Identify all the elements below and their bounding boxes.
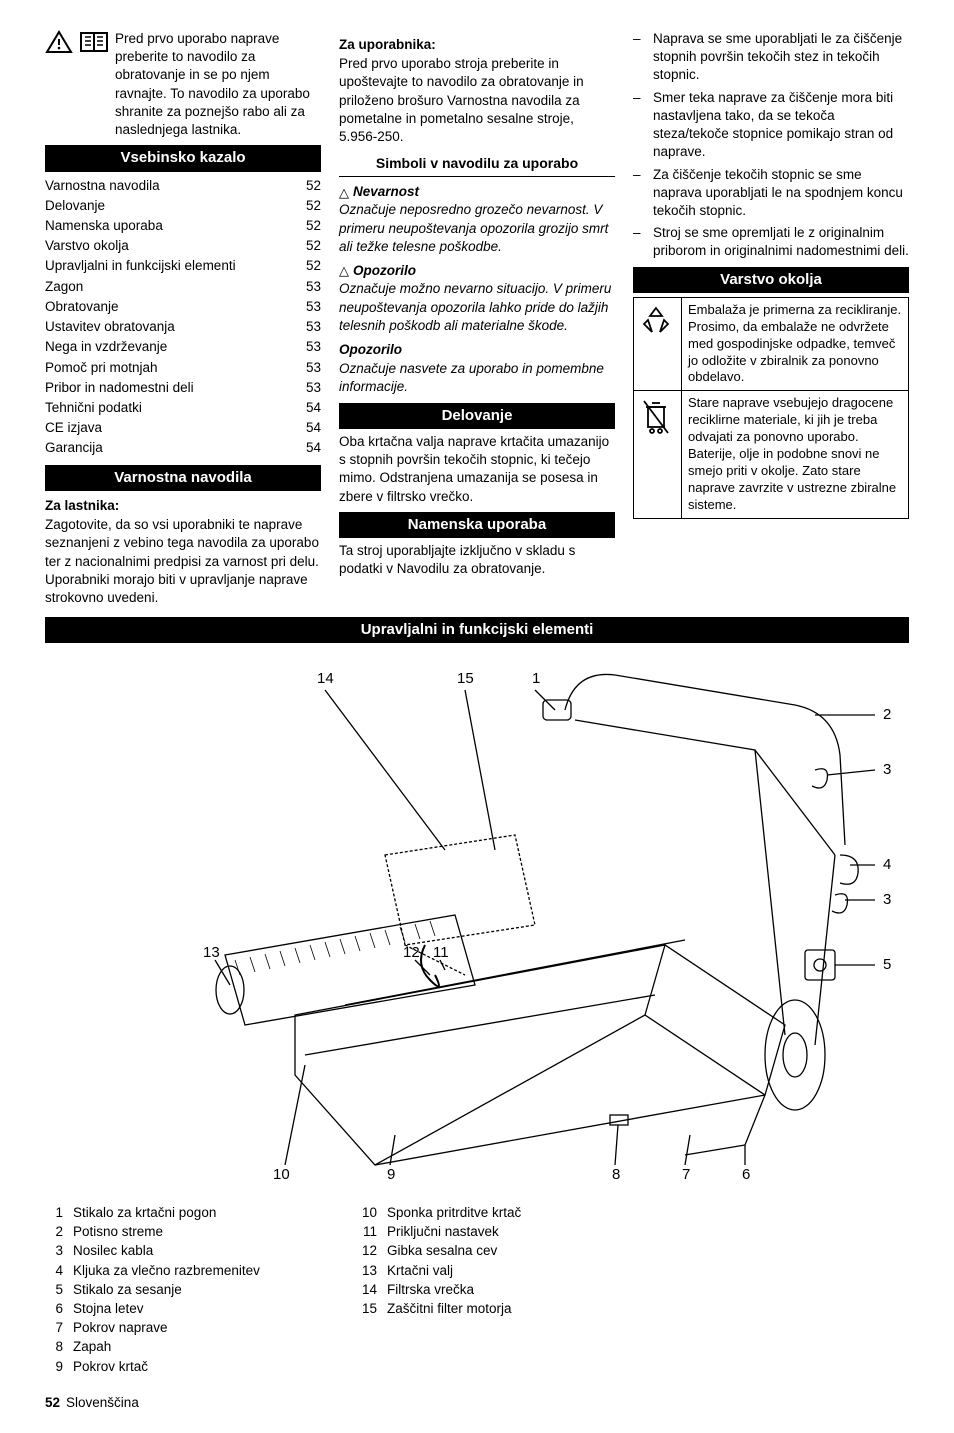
part-row: 1Stikalo za krtačni pogon: [45, 1203, 335, 1222]
toc-list: Varnostna navodila52Delovanje52Namenska …: [45, 176, 321, 459]
warning-title: Opozorilo: [353, 262, 416, 280]
intended-header: Namenska uporaba: [339, 512, 615, 538]
part-row: 14Filtrska vrečka: [359, 1280, 649, 1299]
svg-text:2: 2: [883, 706, 891, 723]
device-diagram: 14 15 1 2 3 4 3 5 13 12 11 10 9 8 7 6: [45, 655, 909, 1195]
part-row: 4Kljuka za vlečno razbremenitev: [45, 1261, 335, 1280]
intended-list: –Naprava se sme uporabljati le za čiščen…: [633, 30, 909, 261]
warning-text: Označuje možno nevarno situacijo. V prim…: [339, 280, 615, 335]
toc-row: Tehnični podatki54: [45, 398, 321, 418]
svg-text:14: 14: [317, 670, 334, 687]
manual-icon: [79, 30, 109, 54]
part-row: 12Gibka sesalna cev: [359, 1242, 649, 1261]
list-item: –Smer teka naprave za čiščenje mora biti…: [633, 89, 909, 162]
symbols-header: Simboli v navodilu za uporabo: [339, 152, 615, 177]
svg-text:15: 15: [457, 670, 474, 687]
svg-text:1: 1: [532, 670, 540, 687]
env-text-2: Stare naprave vsebujejo dragocene recikl…: [682, 391, 909, 518]
toc-row: Nega in vzdrževanje53: [45, 337, 321, 357]
part-row: 13Krtačni valj: [359, 1261, 649, 1280]
danger-text: Označuje neposredno grozečo nevarnost. V…: [339, 201, 615, 256]
notice-text: Označuje nasvete za uporabo in pomembne …: [339, 360, 615, 396]
owner-text: Zagotovite, da so vsi uporabniki te napr…: [45, 516, 321, 607]
toc-row: Varnostna navodila52: [45, 176, 321, 196]
recycle-icon: [634, 297, 682, 390]
list-item: –Naprava se sme uporabljati le za čiščen…: [633, 30, 909, 85]
env-text-1: Embalaža je primerna za recikliranje. Pr…: [682, 297, 909, 390]
toc-row: Obratovanje53: [45, 297, 321, 317]
page-language: Slovenščina: [66, 1394, 139, 1412]
part-row: 7Pokrov naprave: [45, 1319, 335, 1338]
operation-text: Oba krtačna valja naprave krtačita umaza…: [339, 433, 615, 506]
svg-text:3: 3: [883, 891, 891, 908]
toc-row: Zagon53: [45, 277, 321, 297]
warning-triangle-icon: [45, 30, 73, 54]
safety-header: Varnostna navodila: [45, 465, 321, 491]
owner-title: Za lastnika:: [45, 497, 321, 515]
svg-text:6: 6: [742, 1166, 750, 1183]
controls-header: Upravljalni in funkcijski elementi: [45, 617, 909, 643]
env-table: Embalaža je primerna za recikliranje. Pr…: [633, 297, 909, 519]
toc-row: Delovanje52: [45, 196, 321, 216]
user-title: Za uporabnika:: [339, 36, 615, 54]
toc-row: Pomoč pri motnjah53: [45, 358, 321, 378]
svg-text:10: 10: [273, 1166, 290, 1183]
dispose-icon: [634, 391, 682, 518]
toc-header: Vsebinsko kazalo: [45, 145, 321, 171]
page-number: 52: [45, 1394, 60, 1412]
part-row: 9Pokrov krtač: [45, 1357, 335, 1376]
part-row: 3Nosilec kabla: [45, 1242, 335, 1261]
user-text: Pred prvo uporabo stroja preberite in up…: [339, 55, 615, 146]
toc-row: Upravljalni in funkcijski elementi52: [45, 256, 321, 276]
danger-title: Nevarnost: [353, 183, 419, 201]
svg-text:13: 13: [203, 944, 220, 961]
warning-heading: △ Opozorilo: [339, 262, 615, 280]
svg-text:9: 9: [387, 1166, 395, 1183]
svg-text:12: 12: [403, 944, 420, 961]
toc-row: Ustavitev obratovanja53: [45, 317, 321, 337]
part-row: 6Stojna letev: [45, 1300, 335, 1319]
operation-header: Delovanje: [339, 403, 615, 429]
part-row: 8Zapah: [45, 1338, 335, 1357]
part-row: 11Priključni nastavek: [359, 1223, 649, 1242]
svg-text:8: 8: [612, 1166, 620, 1183]
toc-row: Garancija54: [45, 438, 321, 458]
triangle-icon: △: [339, 184, 349, 202]
svg-text:3: 3: [883, 761, 891, 778]
triangle-icon: △: [339, 262, 349, 280]
svg-text:4: 4: [883, 856, 891, 873]
intro-block: Pred prvo uporabo naprave preberite to n…: [45, 30, 321, 139]
toc-row: Pribor in nadomestni deli53: [45, 378, 321, 398]
svg-text:11: 11: [433, 944, 449, 961]
intro-text: Pred prvo uporabo naprave preberite to n…: [115, 30, 321, 139]
svg-text:5: 5: [883, 956, 891, 973]
toc-row: CE izjava54: [45, 418, 321, 438]
env-header: Varstvo okolja: [633, 267, 909, 293]
part-row: 5Stikalo za sesanje: [45, 1280, 335, 1299]
toc-row: Namenska uporaba52: [45, 216, 321, 236]
svg-text:7: 7: [682, 1166, 690, 1183]
part-row: 15Zaščitni filter motorja: [359, 1300, 649, 1319]
list-item: –Stroj se sme opremljati le z originalni…: [633, 224, 909, 260]
notice-title: Opozorilo: [339, 341, 615, 359]
part-row: 10Sponka pritrditve krtač: [359, 1203, 649, 1222]
intended-text: Ta stroj uporabljajte izključno v skladu…: [339, 542, 615, 578]
list-item: –Za čiščenje tekočih stopnic se sme napr…: [633, 166, 909, 221]
danger-heading: △ Nevarnost: [339, 183, 615, 201]
parts-legend: 1Stikalo za krtačni pogon2Potisno streme…: [45, 1203, 909, 1376]
part-row: 2Potisno streme: [45, 1223, 335, 1242]
toc-row: Varstvo okolja52: [45, 236, 321, 256]
page-footer: 52 Slovenščina: [45, 1394, 909, 1412]
